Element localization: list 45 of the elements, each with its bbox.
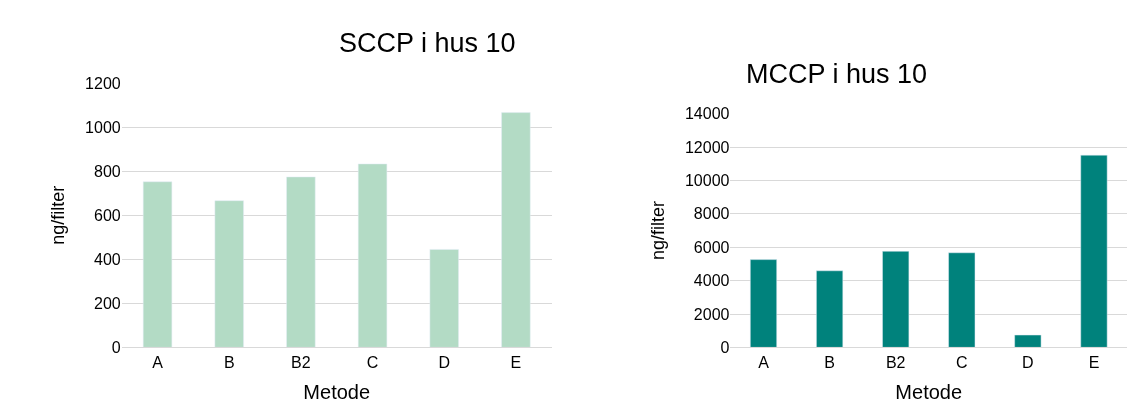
bar	[357, 163, 388, 348]
x-tick-label: E	[1088, 353, 1100, 371]
bar	[429, 249, 459, 348]
x-axis-title: Metode	[303, 381, 371, 404]
x-tick-label: B2	[291, 353, 311, 371]
x-tick-label: C	[955, 353, 968, 371]
y-tick-label: 6000	[693, 238, 730, 256]
bar	[214, 200, 244, 348]
bar	[948, 252, 976, 348]
y-tick-label: 1200	[85, 74, 121, 92]
bar	[816, 270, 844, 348]
x-tick-label: C	[366, 353, 379, 371]
x-tick-label: B2	[885, 353, 906, 371]
bar	[501, 112, 531, 348]
x-tick-label: A	[758, 353, 770, 371]
y-tick-label: 1000	[85, 118, 121, 136]
bar	[750, 259, 777, 348]
y-tick-label: 0	[720, 338, 730, 356]
y-tick-label: 10000	[684, 172, 730, 190]
bar	[142, 181, 173, 348]
y-tick-label: 400	[94, 250, 121, 268]
y-tick-label: 0	[111, 338, 121, 356]
y-axis-title: ng/filter	[48, 185, 69, 245]
x-axis-title: Metode	[895, 381, 963, 404]
y-axis-title: ng/filter	[648, 201, 669, 261]
x-tick-label: A	[152, 353, 164, 371]
y-tick-label: 8000	[693, 205, 730, 223]
bar	[1080, 154, 1108, 348]
x-tick-label: D	[438, 353, 451, 371]
chart-title: SCCP i hus 10	[339, 28, 516, 58]
y-tick-label: 2000	[693, 305, 730, 323]
bar	[286, 176, 316, 348]
chart-title: MCCP i hus 10	[746, 59, 928, 89]
y-tick-label: 14000	[684, 105, 730, 123]
x-tick-label: B	[824, 353, 835, 371]
x-tick-label: D	[1022, 353, 1034, 371]
bar	[1014, 334, 1042, 348]
x-tick-label: B	[223, 353, 235, 371]
x-tick-label: E	[510, 353, 522, 371]
y-tick-label: 200	[94, 294, 121, 312]
y-tick-label: 4000	[693, 272, 730, 290]
y-tick-label: 600	[94, 206, 121, 224]
y-tick-label: 12000	[684, 138, 730, 156]
bar	[882, 251, 910, 348]
y-tick-label: 800	[94, 162, 121, 180]
